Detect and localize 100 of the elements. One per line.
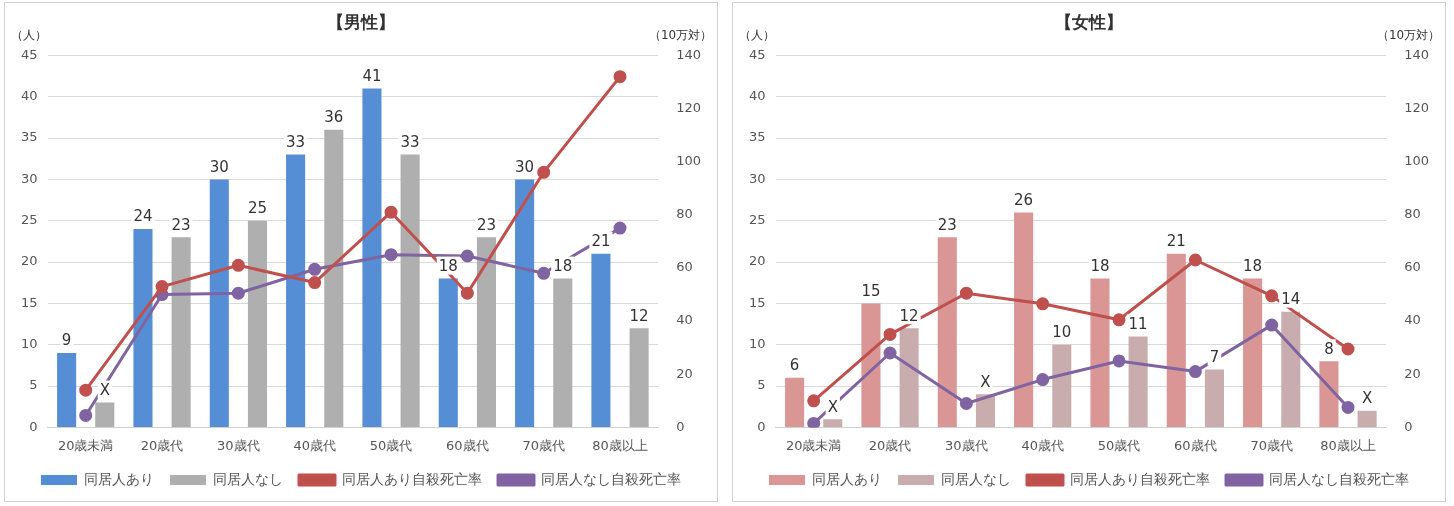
bar [937, 237, 957, 427]
y-tick-label: 40 [21, 88, 38, 104]
y2-tick-label: 120 [676, 99, 702, 115]
y2-tick-label: 40 [1404, 312, 1421, 328]
y-tick-label: 20 [21, 253, 38, 269]
point [308, 276, 322, 290]
point [1112, 354, 1126, 368]
data-label: 26 [1014, 190, 1034, 209]
y-tick-label: 5 [29, 377, 38, 393]
y-tick-label: 30 [749, 170, 766, 186]
legend-label: 同居人なし自殺死亡率 [1269, 470, 1409, 487]
x-tick-label: 80歳以上 [1320, 437, 1376, 453]
x-tick-label: 70歳代 [1250, 437, 1293, 453]
y-tick-label: 0 [29, 418, 38, 434]
y-tick-label: 25 [21, 212, 38, 228]
data-label: 10 [1052, 323, 1072, 342]
x-tick-label: 20歳代 [868, 437, 912, 453]
bar [324, 129, 344, 427]
x-tick-label: 30歳代 [945, 437, 988, 453]
point [1112, 313, 1126, 327]
x-tick-label: 60歳代 [1174, 437, 1217, 453]
bar [1052, 344, 1072, 427]
bar [975, 394, 995, 427]
x-tick-label: 20歳代 [140, 437, 184, 453]
y2-tick-label: 40 [676, 312, 693, 328]
bar [171, 237, 191, 427]
bar [1090, 278, 1110, 427]
legend-label: 同居人あり自殺死亡率 [1070, 470, 1210, 487]
point [308, 262, 322, 276]
data-label: 33 [400, 132, 420, 151]
x-tick-label: 20歳未満 [785, 437, 842, 453]
data-label: 7 [1209, 347, 1220, 366]
data-label: X [827, 397, 838, 416]
point [460, 286, 474, 300]
chart-title: 【男性】 [327, 11, 395, 32]
bar [1357, 410, 1377, 427]
y-tick-label: 10 [749, 336, 766, 352]
y-tick-label: 15 [21, 294, 38, 310]
y2-tick-label: 140 [1404, 46, 1430, 62]
data-label: 23 [937, 215, 957, 234]
bar [785, 377, 805, 427]
y2-axis-title: （10万対） [1376, 27, 1441, 42]
data-label: 30 [209, 157, 229, 176]
bar [400, 154, 420, 427]
x-tick-label: 70歳代 [522, 437, 565, 453]
point [537, 165, 551, 179]
bar [57, 353, 77, 427]
data-label: 11 [1128, 314, 1148, 333]
y-tick-label: 40 [749, 88, 766, 104]
y-tick-label: 25 [749, 212, 766, 228]
y-tick-label: 35 [749, 129, 766, 145]
bar [515, 179, 535, 427]
y-tick-label: 30 [21, 170, 38, 186]
data-label: 33 [286, 132, 306, 151]
data-label: 9 [61, 331, 72, 350]
point [1188, 253, 1202, 267]
bar [1319, 361, 1339, 427]
point [1341, 400, 1355, 414]
bar [133, 229, 153, 427]
x-tick-label: 60歳代 [446, 437, 489, 453]
chart-title: 【女性】 [1055, 11, 1123, 32]
data-label: 36 [324, 108, 344, 127]
point [807, 394, 821, 408]
bar [247, 220, 267, 427]
legend-label: 同居人なし [941, 470, 1011, 487]
bar [629, 328, 649, 427]
x-tick-label: 40歳代 [293, 437, 336, 453]
y2-tick-label: 80 [676, 206, 693, 222]
legend-label: 同居人なし [213, 470, 283, 487]
x-tick-label: 80歳以上 [592, 437, 648, 453]
legend-label: 同居人あり [84, 470, 154, 487]
data-label: 14 [1281, 290, 1301, 309]
data-label: 21 [1166, 232, 1186, 251]
point [959, 396, 973, 410]
bar [1281, 311, 1301, 427]
point [231, 258, 245, 272]
bar [1166, 253, 1186, 427]
y2-tick-label: 20 [1404, 365, 1421, 381]
data-label: 30 [515, 157, 535, 176]
y-tick-label: 45 [749, 46, 766, 62]
data-label: 18 [1243, 256, 1263, 275]
data-label: 18 [438, 256, 458, 275]
point [79, 383, 93, 397]
bar [1128, 336, 1148, 427]
bar [1014, 212, 1034, 427]
y2-tick-label: 100 [676, 153, 702, 169]
data-label: 18 [1090, 256, 1110, 275]
y2-tick-label: 80 [1404, 206, 1421, 222]
data-label: 24 [133, 207, 153, 226]
data-label: 8 [1324, 339, 1334, 358]
point [231, 286, 245, 300]
bar [861, 303, 881, 427]
x-tick-label: 40歳代 [1021, 437, 1064, 453]
y-tick-label: 5 [757, 377, 766, 393]
point [883, 327, 897, 341]
data-label: 21 [591, 232, 611, 251]
point [807, 416, 821, 428]
y2-tick-label: 20 [676, 365, 693, 381]
legend-label: 同居人あり自殺死亡率 [342, 470, 482, 487]
y-tick-label: 10 [21, 336, 38, 352]
